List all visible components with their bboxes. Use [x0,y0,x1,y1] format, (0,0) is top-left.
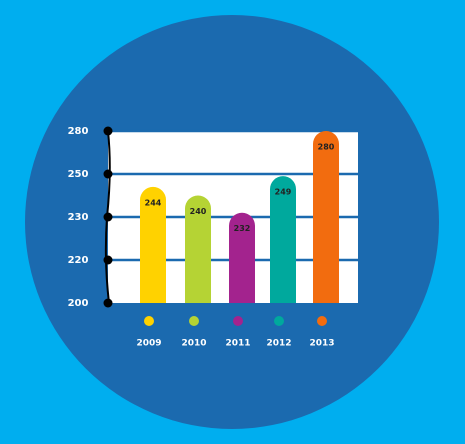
bar [270,176,296,303]
x-tick-label: 2009 [136,339,161,349]
y-tick-label: 250 [68,169,89,180]
tick-dot [103,298,113,308]
bar [140,186,166,303]
legend-dot [233,316,243,326]
legend-dot [189,316,199,326]
value-label: 249 [275,188,292,197]
x-tick-label: 2012 [266,339,291,349]
tick-dot [103,169,113,179]
tick-dot [103,255,113,265]
legend-dot [144,316,154,326]
value-label: 240 [190,207,207,216]
y-tick-label: 280 [68,126,89,137]
x-tick-label: 2010 [181,339,206,349]
y-tick-label: 200 [68,298,89,309]
value-label: 232 [234,224,251,233]
x-tick-label: 2011 [225,339,250,349]
legend-dot [317,316,327,326]
y-tick-label: 220 [68,255,89,266]
x-tick-label: 2013 [309,339,334,349]
tick-dot [103,126,113,136]
bar [313,131,339,303]
legend-dot [274,316,284,326]
tick-dot [103,212,113,222]
y-tick-label: 230 [68,212,89,223]
bar [185,195,211,303]
bar [229,212,255,303]
value-label: 244 [145,198,162,207]
value-label: 280 [318,143,335,152]
